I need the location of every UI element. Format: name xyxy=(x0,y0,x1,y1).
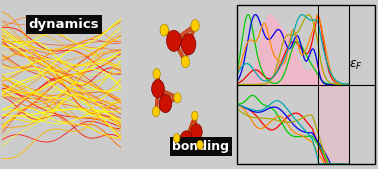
Circle shape xyxy=(174,134,180,143)
Circle shape xyxy=(174,93,181,103)
Circle shape xyxy=(197,140,203,149)
Circle shape xyxy=(180,131,192,147)
Circle shape xyxy=(160,24,169,36)
Circle shape xyxy=(181,56,190,68)
Circle shape xyxy=(159,94,172,113)
Circle shape xyxy=(167,30,181,51)
Circle shape xyxy=(192,111,198,120)
Text: dynamics: dynamics xyxy=(28,18,99,31)
Circle shape xyxy=(153,69,160,79)
Circle shape xyxy=(191,124,202,140)
Circle shape xyxy=(152,106,160,117)
Text: $\varepsilon_F$: $\varepsilon_F$ xyxy=(349,59,363,72)
Circle shape xyxy=(152,80,164,98)
Circle shape xyxy=(181,34,196,55)
Text: bonding: bonding xyxy=(172,140,229,153)
Circle shape xyxy=(191,20,199,31)
